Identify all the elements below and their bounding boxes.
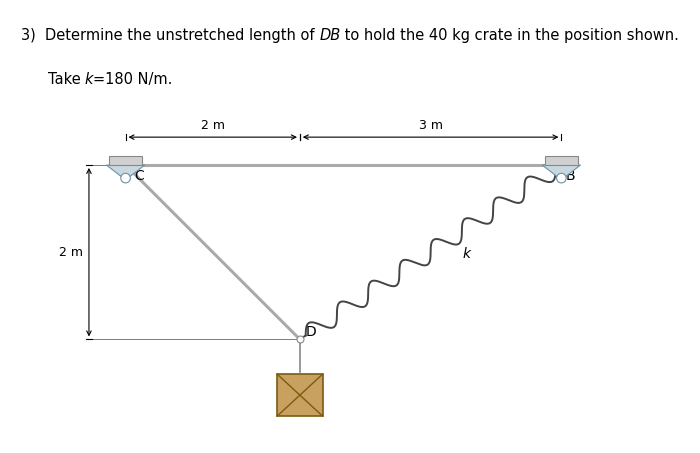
Bar <box>109 156 142 165</box>
Bar <box>277 374 323 416</box>
Text: k: k <box>85 72 94 87</box>
Text: =180 N/m.: =180 N/m. <box>94 72 173 87</box>
Text: DB: DB <box>319 28 340 43</box>
Text: A: A <box>306 374 316 388</box>
Bar <box>545 156 578 165</box>
Text: C: C <box>134 169 144 183</box>
Text: to hold the 40 kg crate in the position shown.: to hold the 40 kg crate in the position … <box>340 28 679 43</box>
Circle shape <box>121 173 130 183</box>
Text: Take: Take <box>48 72 85 87</box>
Polygon shape <box>106 165 145 180</box>
Text: k: k <box>463 246 471 260</box>
Text: 2 m: 2 m <box>201 119 225 132</box>
Polygon shape <box>542 165 580 180</box>
Text: 3 m: 3 m <box>419 119 442 132</box>
Text: 3)  Determine the unstretched length of: 3) Determine the unstretched length of <box>21 28 319 43</box>
Text: D: D <box>306 325 316 339</box>
Circle shape <box>556 173 566 183</box>
Text: B: B <box>566 169 575 183</box>
Text: 2 m: 2 m <box>59 246 83 259</box>
